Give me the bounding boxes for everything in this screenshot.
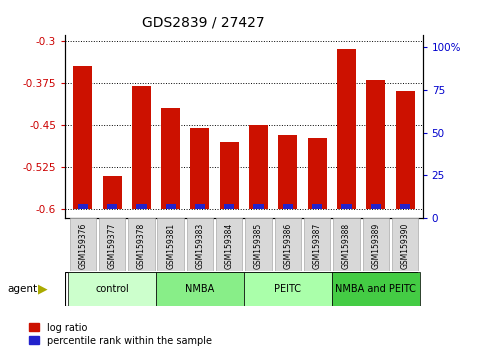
Text: GSM159376: GSM159376	[78, 223, 87, 269]
Text: ▶: ▶	[38, 283, 47, 296]
Bar	[396, 91, 414, 209]
Bar	[304, 218, 330, 271]
Bar	[157, 218, 184, 271]
Bar	[254, 204, 264, 209]
Bar	[161, 108, 180, 209]
Bar	[308, 138, 327, 209]
Text: GSM159386: GSM159386	[284, 223, 292, 269]
Bar	[102, 176, 122, 209]
Text: GSM159387: GSM159387	[313, 223, 322, 269]
Bar	[366, 80, 385, 209]
Text: GSM159377: GSM159377	[108, 223, 116, 269]
Bar	[244, 272, 332, 306]
Bar	[166, 204, 176, 209]
Bar	[70, 218, 96, 271]
Bar	[190, 128, 210, 209]
Bar	[73, 66, 92, 209]
Text: PEITC: PEITC	[274, 284, 301, 294]
Bar	[249, 125, 268, 209]
Bar	[337, 50, 356, 209]
Bar	[278, 135, 298, 209]
Bar	[128, 218, 155, 271]
Text: NMBA and PEITC: NMBA and PEITC	[335, 284, 416, 294]
Bar	[136, 204, 146, 209]
Bar	[370, 204, 381, 209]
Bar	[187, 218, 213, 271]
Text: GSM159378: GSM159378	[137, 223, 146, 269]
Bar	[195, 204, 205, 209]
Bar	[400, 204, 410, 209]
Text: GSM159383: GSM159383	[196, 223, 204, 269]
Bar	[312, 204, 322, 209]
Bar	[107, 204, 117, 209]
Bar	[78, 204, 88, 209]
Bar	[283, 204, 293, 209]
Bar	[333, 218, 360, 271]
Text: NMBA: NMBA	[185, 284, 214, 294]
Text: GSM159385: GSM159385	[254, 223, 263, 269]
Legend: log ratio, percentile rank within the sample: log ratio, percentile rank within the sa…	[29, 323, 212, 346]
Bar	[68, 272, 156, 306]
Bar	[220, 142, 239, 209]
Bar	[224, 204, 234, 209]
Bar	[156, 272, 244, 306]
Text: GSM159388: GSM159388	[342, 223, 351, 269]
Text: control: control	[95, 284, 129, 294]
Text: GSM159390: GSM159390	[400, 223, 410, 269]
Bar	[216, 218, 242, 271]
Bar	[275, 218, 301, 271]
Bar	[99, 218, 125, 271]
Text: GSM159381: GSM159381	[166, 223, 175, 269]
Bar	[341, 204, 352, 209]
Bar	[332, 272, 420, 306]
Text: GSM159389: GSM159389	[371, 223, 380, 269]
Text: GDS2839 / 27427: GDS2839 / 27427	[142, 16, 264, 30]
Text: agent: agent	[7, 284, 37, 294]
Bar	[392, 218, 418, 271]
Bar	[132, 86, 151, 209]
Bar	[245, 218, 272, 271]
Text: GSM159384: GSM159384	[225, 223, 234, 269]
Bar	[363, 218, 389, 271]
